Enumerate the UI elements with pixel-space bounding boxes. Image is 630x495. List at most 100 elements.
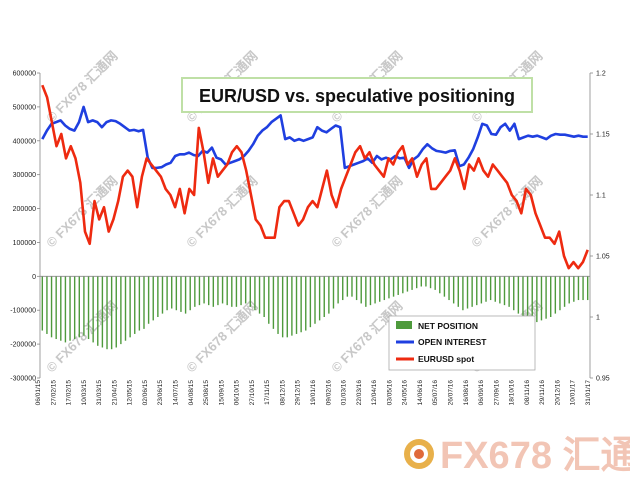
net-position-bar	[462, 276, 464, 311]
net-position-bar	[46, 276, 48, 334]
x-tick-label: 06/09/16	[478, 380, 485, 406]
x-tick-label: 01/03/16	[341, 380, 348, 406]
x-tick-label: 27/09/16	[493, 380, 500, 406]
net-position-bar	[83, 276, 85, 336]
net-position-bar	[420, 276, 423, 287]
net-position-bar	[489, 276, 492, 301]
net-position-bar	[550, 276, 552, 317]
net-position-bar	[360, 276, 362, 304]
net-position-bar	[277, 276, 279, 334]
net-position-bar	[120, 276, 122, 345]
net-position-bar	[41, 276, 44, 331]
net-position-bar	[568, 276, 570, 304]
x-tick-label: 23/06/15	[157, 380, 164, 406]
net-position-bar	[332, 276, 335, 309]
net-position-bar	[198, 276, 201, 306]
x-tick-label: 04/08/15	[188, 380, 195, 406]
left-tick-label: 500000	[13, 104, 36, 111]
x-axis-ticks: 06/01/15 27/02/15 17/02/15 10/03/15 31/03/15…	[35, 380, 592, 406]
x-tick-label: 10/03/15	[81, 380, 88, 406]
net-position-bar	[92, 276, 94, 343]
net-position-bar	[78, 276, 80, 338]
net-position-bar	[226, 276, 228, 306]
net-position-bar	[314, 276, 316, 324]
net-position-bar	[323, 276, 325, 317]
legend-label-net-position: NET POSITION	[418, 321, 478, 331]
right-axis-ticks: 1.2 1.15 1.1 1.05 1 0.95	[590, 71, 610, 383]
x-tick-label: 22/03/16	[356, 380, 363, 406]
net-position-bar	[221, 276, 224, 304]
left-tick-label: -200000	[10, 342, 36, 349]
open-interest-line	[41, 105, 588, 170]
net-position-bar	[406, 276, 409, 292]
net-position-bar	[577, 276, 580, 301]
x-tick-label: 06/01/15	[35, 380, 42, 406]
net-position-bar	[97, 276, 99, 346]
net-position-bar	[471, 276, 473, 307]
net-position-bar	[263, 276, 265, 317]
legend-swatch-net-position	[396, 321, 412, 329]
net-position-bar	[69, 276, 71, 341]
net-position-bar	[129, 276, 131, 338]
net-position-bar	[50, 276, 53, 338]
net-position-bar	[392, 276, 395, 297]
right-tick-label: 1.2	[596, 71, 606, 78]
net-position-bar	[171, 276, 173, 309]
net-position-bar	[244, 276, 247, 304]
chart-title: EUR/USD vs. speculative positioning	[199, 86, 515, 106]
right-tick-label: 0.95	[596, 376, 610, 383]
x-tick-label: 18/10/16	[509, 380, 516, 406]
net-position-bar	[494, 276, 496, 302]
net-position-bar	[189, 276, 191, 311]
net-position-bar	[443, 276, 446, 297]
left-tick-label: 100000	[13, 240, 36, 247]
net-position-bar	[457, 276, 459, 307]
net-position-bar	[355, 276, 358, 301]
net-position-bar	[545, 276, 547, 319]
net-position-bar	[402, 276, 404, 294]
net-position-bar	[369, 276, 372, 306]
legend-label-open-interest: OPEN INTEREST	[418, 337, 487, 347]
right-tick-label: 1.15	[596, 132, 610, 139]
left-tick-label: 400000	[13, 138, 36, 145]
net-position-bar	[207, 276, 210, 306]
net-position-bar	[115, 276, 117, 348]
net-position-bar	[563, 276, 566, 307]
net-position-bar	[286, 276, 288, 338]
x-tick-label: 10/01/17	[570, 380, 577, 406]
net-position-bar	[309, 276, 312, 328]
net-position-bar	[235, 276, 238, 307]
net-position-bar	[64, 276, 67, 343]
net-position-bar	[73, 276, 76, 340]
x-tick-label: 08/12/15	[279, 380, 286, 406]
x-tick-label: 05/07/16	[432, 380, 439, 406]
net-position-bar	[194, 276, 196, 307]
x-tick-label: 06/10/15	[234, 380, 241, 406]
net-position-bar	[434, 276, 436, 290]
net-position-bar	[143, 276, 145, 329]
x-tick-label: 08/11/16	[524, 380, 531, 405]
net-position-bar	[522, 276, 524, 317]
x-tick-label: 02/06/15	[142, 380, 149, 406]
left-tick-label: -100000	[10, 308, 36, 315]
net-position-bar	[152, 276, 154, 321]
net-position-bar	[134, 276, 136, 334]
net-position-bar	[531, 276, 533, 321]
net-position-bar	[425, 276, 427, 287]
left-tick-label: 0	[32, 274, 36, 281]
fx678-logo: FX678 汇通网	[404, 435, 630, 477]
net-position-bar	[374, 276, 376, 304]
net-position-bar	[60, 276, 62, 341]
net-position-bar	[517, 276, 520, 314]
x-tick-label: 29/11/16	[539, 380, 546, 405]
left-tick-label: 200000	[13, 206, 36, 213]
net-position-bar	[429, 276, 432, 289]
net-position-bar	[305, 276, 307, 331]
net-position-bar	[466, 276, 469, 309]
net-position-bar	[318, 276, 321, 321]
net-position-bar	[586, 276, 589, 301]
net-position-bar	[582, 276, 584, 301]
net-position-bar	[485, 276, 487, 302]
net-position-bars	[41, 276, 589, 350]
